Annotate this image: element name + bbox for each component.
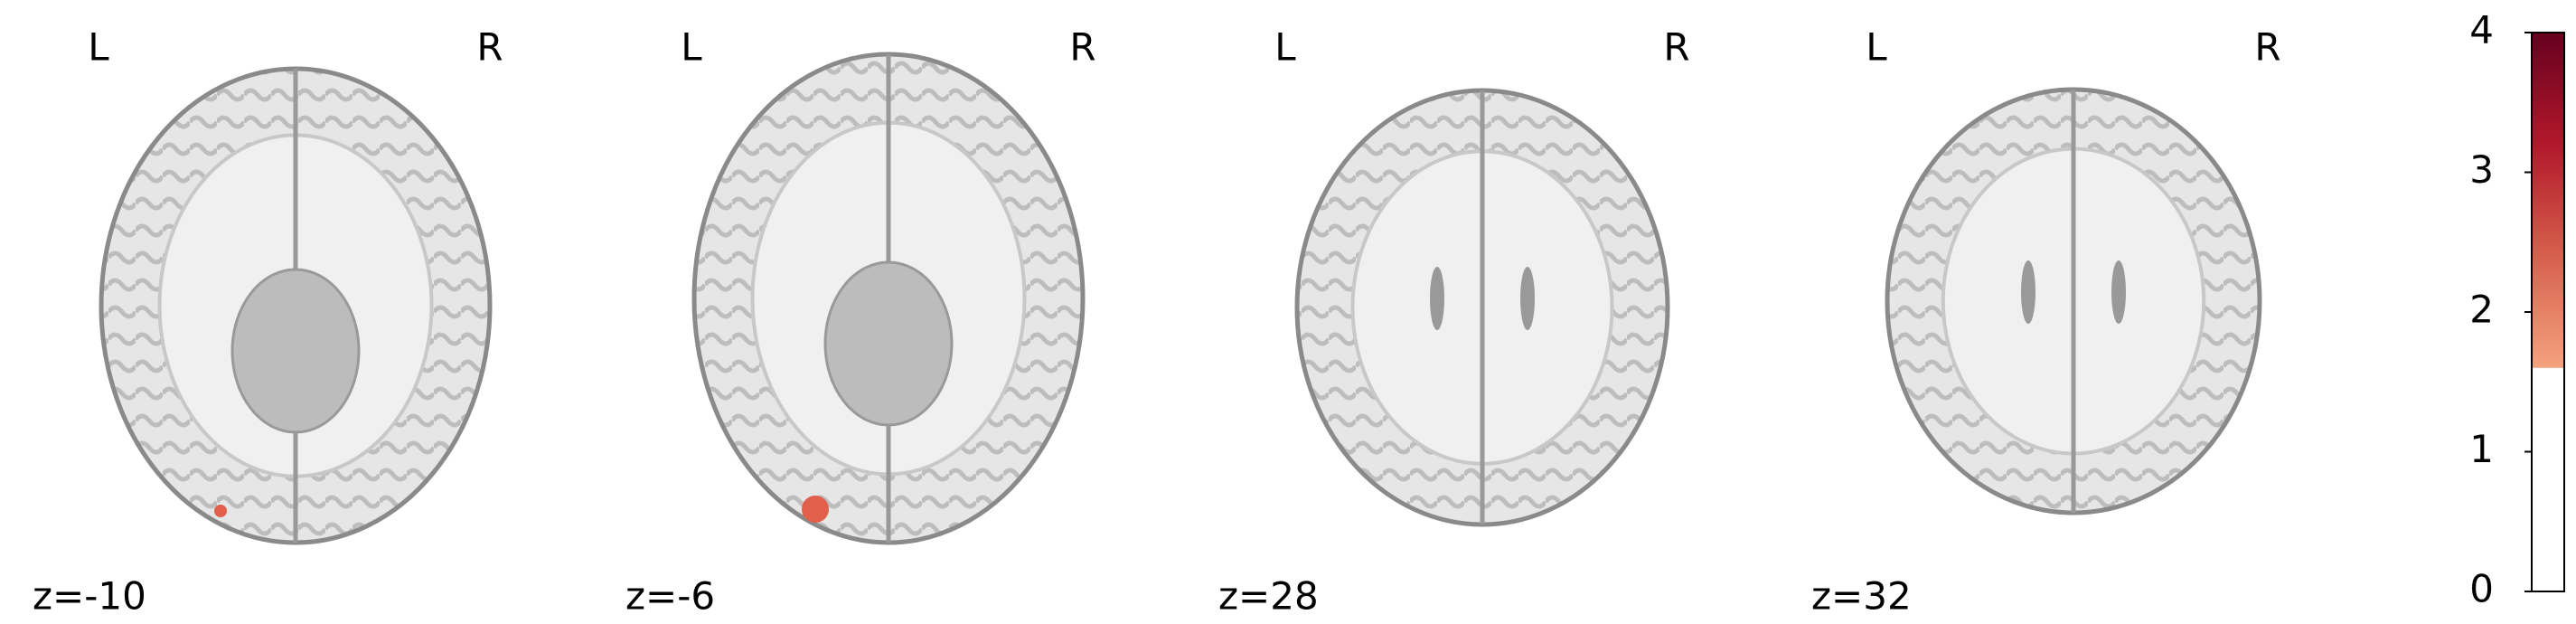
slice-coordinate: z=32: [1811, 574, 1912, 619]
slice-coordinate: z=28: [1218, 574, 1319, 619]
ventricle: [2021, 260, 2035, 324]
colorbar-tick-label: 2: [2469, 288, 2494, 332]
left-label: L: [1274, 25, 1296, 70]
slice-coordinate: z=-10: [33, 574, 146, 619]
brain-slice: [99, 66, 493, 545]
colorbar-tick-label: 0: [2469, 567, 2494, 611]
slice-coordinate: z=-6: [625, 574, 715, 619]
brain-slice: [691, 52, 1086, 545]
right-label: R: [1663, 25, 1689, 70]
brainstem: [230, 268, 361, 434]
left-label: L: [88, 25, 109, 70]
left-label: L: [681, 25, 702, 70]
colorbar-tick-label: 1: [2469, 427, 2494, 471]
ventricle: [1520, 267, 1535, 330]
right-label: R: [2254, 25, 2280, 70]
colorbar-above-threshold: [2532, 33, 2564, 368]
left-label: L: [1866, 25, 1887, 70]
activation: [214, 505, 227, 517]
right-label: R: [1069, 25, 1095, 70]
brain-slice: [1885, 87, 2262, 515]
brainstem: [823, 260, 954, 427]
ventricle: [2111, 260, 2126, 324]
colorbar-below-threshold: [2532, 367, 2564, 591]
ventricle: [1430, 267, 1444, 330]
colorbar-tick-label: 3: [2469, 147, 2494, 192]
colorbar-tick-label: 4: [2469, 8, 2494, 52]
brain-slice: [1294, 88, 1670, 527]
activation: [802, 496, 829, 523]
right-label: R: [476, 25, 503, 70]
